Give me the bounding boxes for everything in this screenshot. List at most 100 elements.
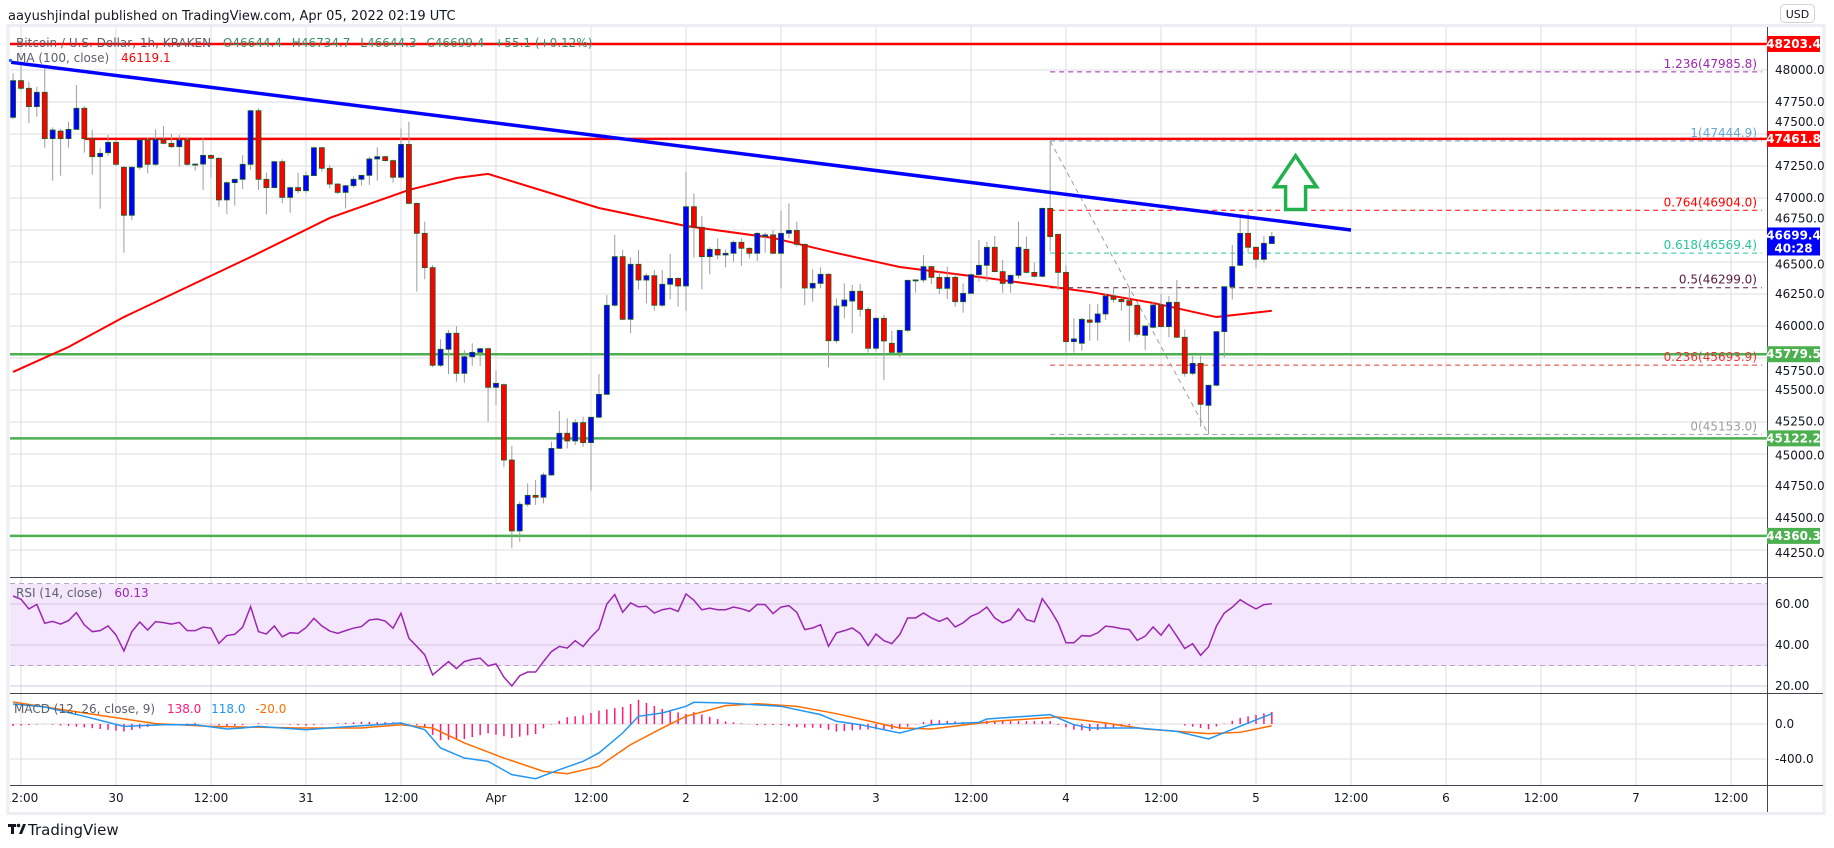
- candle-body: [41, 91, 48, 140]
- candle-body: [698, 226, 705, 258]
- rsi-legend[interactable]: RSI (14, close) 60.13: [16, 586, 149, 600]
- price-axis[interactable]: 48000.0 47750.0 47500.0 47250.0 47000.0 46750…: [1766, 35, 1825, 766]
- candle-body: [833, 305, 840, 342]
- fib-level-label: 0.5(46299.0): [1679, 273, 1757, 287]
- time-axis[interactable]: 12:00 30 12:00 31 12:00 Apr 12:00 2 12:00 3 12:00 4…: [4, 791, 1749, 805]
- macd-legend-macd: 118.0: [211, 702, 245, 716]
- macd-signal-line: [12, 701, 1272, 775]
- candle: [216, 157, 222, 207]
- candle-body: [1142, 325, 1149, 336]
- up-arrow-icon[interactable]: [1271, 152, 1320, 212]
- candle-body: [920, 266, 927, 281]
- macd-legend[interactable]: MACD (12, 26, close, 9) 138.0 118.0 -20.…: [14, 702, 286, 716]
- time-tick-label: Apr: [486, 791, 507, 805]
- candle: [801, 243, 808, 306]
- candle-body: [596, 393, 602, 418]
- candle: [667, 253, 674, 300]
- price-badge-bg: [1767, 527, 1820, 544]
- candle: [1142, 325, 1149, 350]
- candle-body: [849, 290, 856, 302]
- candle-body: [168, 142, 175, 148]
- candle: [722, 249, 729, 268]
- price-pane[interactable]: 1.236(47985.8) 1(47444.9) 0.764(46904.0) 0.…: [10, 42, 1767, 549]
- candle: [33, 86, 40, 117]
- candle-body: [619, 256, 626, 320]
- candle: [1071, 318, 1077, 353]
- candle-body: [239, 163, 246, 180]
- candle: [255, 108, 262, 190]
- candle-body: [287, 187, 294, 198]
- candle: [1007, 274, 1014, 293]
- candle-body: [991, 246, 998, 272]
- candle: [311, 146, 317, 177]
- candle: [1110, 287, 1117, 303]
- time-tick-label: 5: [1252, 791, 1260, 805]
- candle-body: [358, 174, 365, 180]
- candle-body: [429, 267, 436, 366]
- rsi-pane[interactable]: [12, 592, 1272, 688]
- time-tick-label: 4: [1062, 791, 1070, 805]
- price-badge-label: 44360.3: [1766, 529, 1821, 543]
- time-tick-label: 31: [298, 791, 313, 805]
- macd-line: [13, 701, 1273, 780]
- candle: [1150, 301, 1156, 329]
- candle: [366, 156, 373, 185]
- price-badge: 46699.440:28: [1766, 227, 1821, 256]
- candle: [1158, 294, 1164, 328]
- ma-visibility-icon[interactable]: [9, 59, 12, 62]
- candle-body: [1197, 362, 1204, 405]
- currency-button[interactable]: USD: [1780, 4, 1815, 23]
- candle-body: [152, 138, 159, 165]
- candle-body: [540, 474, 547, 498]
- time-tick-label: 12:00: [1524, 791, 1559, 805]
- price-tick-label: 45500.0: [1775, 383, 1825, 397]
- time-tick-label: 12:00: [1714, 791, 1749, 805]
- price-badge: 45779.5: [1766, 346, 1821, 363]
- candle: [881, 314, 887, 381]
- macd-tick-label: -400.0: [1775, 752, 1814, 766]
- tradingview-logo[interactable]: TradingView: [8, 821, 119, 839]
- price-badge: 44360.3: [1766, 527, 1821, 544]
- candle: [501, 383, 507, 468]
- candle: [1197, 355, 1204, 427]
- candle: [1166, 296, 1172, 338]
- candle: [445, 329, 452, 375]
- candle: [223, 181, 230, 214]
- rsi-legend-label: RSI (14, close): [16, 586, 102, 600]
- candle-body: [1031, 271, 1038, 277]
- time-tick-label: 6: [1442, 791, 1450, 805]
- candle: [1023, 236, 1030, 274]
- candle-body: [1047, 207, 1054, 238]
- price-tick-label: 44750.0: [1775, 479, 1825, 493]
- candle-body: [516, 503, 523, 532]
- ma-legend[interactable]: MA (100, close) 46119.1: [16, 51, 171, 65]
- fib-level-label: 1(47444.9): [1690, 126, 1757, 140]
- candle-body: [445, 332, 452, 350]
- candle-body: [651, 275, 658, 306]
- candle-body: [1229, 266, 1236, 288]
- rsi-tick-label: 20.00: [1775, 679, 1809, 693]
- candle: [540, 472, 547, 504]
- fib-level-label: 1.236(47985.8): [1664, 57, 1757, 71]
- currency-badge[interactable]: [1780, 4, 1815, 23]
- candle-body: [390, 160, 396, 178]
- candle: [89, 130, 96, 175]
- candle-body: [754, 232, 761, 254]
- time-tick-label: 12:00: [384, 791, 419, 805]
- macd-legend-signal: -20.0: [255, 702, 286, 716]
- candle: [1118, 298, 1125, 311]
- price-tick-label: 44250.0: [1775, 546, 1825, 560]
- candle-body: [778, 232, 784, 254]
- candle-body: [983, 246, 990, 266]
- candle: [968, 273, 974, 294]
- macd-pane[interactable]: [12, 699, 1273, 780]
- candle-body: [477, 348, 484, 353]
- candle: [556, 410, 563, 449]
- candle-body: [350, 178, 357, 187]
- currency-label: USD: [1786, 8, 1810, 21]
- descending-trendline[interactable]: [10, 60, 1352, 232]
- candle-body: [469, 351, 476, 358]
- candle: [920, 254, 927, 283]
- candle: [200, 137, 206, 190]
